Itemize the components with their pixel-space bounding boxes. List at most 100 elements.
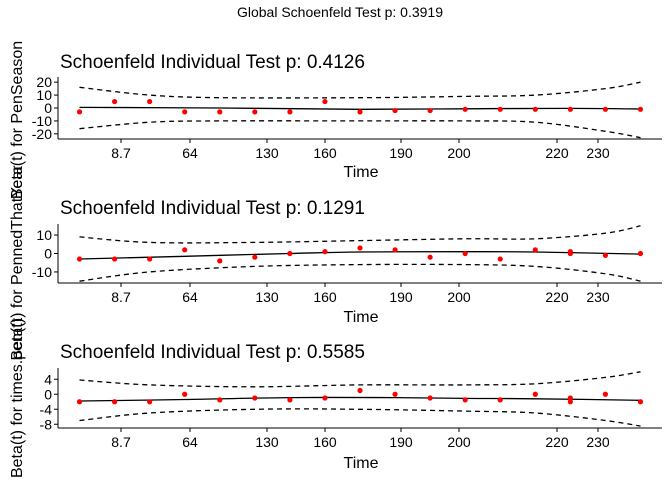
residual-point [567, 395, 573, 401]
y-tick-label: 0 [44, 246, 52, 262]
x-axis-label: Time [344, 164, 379, 181]
residual-point [532, 247, 538, 253]
y-tick-label: 0 [44, 100, 52, 116]
residual-point [427, 107, 433, 114]
residual-point [322, 98, 328, 105]
residual-point [602, 252, 609, 258]
upper-confidence-band [79, 371, 641, 388]
residual-point [637, 106, 644, 112]
residual-point [462, 250, 468, 257]
residual-point [287, 250, 293, 257]
x-tick-label: 64 [182, 145, 198, 161]
residual-point [111, 98, 118, 105]
x-tick-label: 160 [313, 289, 337, 305]
x-tick-label: 190 [389, 289, 413, 305]
residual-point [252, 395, 258, 401]
x-tick-label: 220 [545, 289, 569, 305]
x-tick-label: 8.7 [111, 145, 131, 161]
x-tick-label: 200 [447, 145, 471, 161]
residual-point [567, 250, 573, 257]
y-axis-label: Beta(t) for PennedThatYear [9, 165, 26, 361]
residual-point [217, 397, 223, 403]
residual-point [182, 247, 188, 253]
upper-confidence-band [79, 81, 641, 99]
panel-times-pen: Schoenfeld Individual Test p: 0.5585 Bet… [9, 318, 662, 478]
y-axis-label: Beta(t) for times.pen(t) [9, 318, 26, 478]
x-tick-label: 220 [545, 434, 569, 450]
residual-point [567, 399, 573, 405]
residual-point [357, 245, 363, 251]
residual-point [252, 254, 258, 260]
x-tick-label: 8.7 [111, 434, 131, 450]
residual-point [76, 109, 83, 115]
smoothed-fit-line [79, 106, 641, 110]
panel-pennedthatyear: Schoenfeld Individual Test p: 0.1291 Bet… [9, 165, 662, 361]
residual-point [392, 247, 398, 253]
x-tick-label: 230 [586, 145, 610, 161]
residual-point [462, 397, 468, 403]
x-tick-label: 220 [545, 145, 569, 161]
residual-point [497, 256, 503, 262]
residual-point [322, 249, 328, 255]
x-tick-label: 160 [313, 434, 337, 450]
x-tick-label: 130 [255, 289, 279, 305]
y-tick-label: 10 [36, 87, 52, 103]
lower-confidence-band [79, 263, 641, 282]
y-axis-label: Beta(t) for PenSeason [9, 41, 26, 199]
residual-point [147, 98, 153, 105]
x-tick-label: 64 [182, 289, 198, 305]
x-tick-label: 130 [255, 145, 279, 161]
panel-title: Schoenfeld Individual Test p: 0.4126 [60, 52, 365, 73]
x-tick-label: 130 [255, 434, 279, 450]
residual-point [357, 387, 363, 394]
residual-point [392, 107, 398, 114]
residual-point [602, 106, 609, 112]
panel-title: Schoenfeld Individual Test p: 0.1291 [60, 198, 365, 219]
y-tick-label: 10 [36, 227, 52, 243]
residual-point [76, 256, 83, 262]
residual-point [182, 391, 188, 397]
smoothed-fit-line [79, 396, 641, 402]
residual-point [602, 391, 609, 397]
x-tick-label: 200 [447, 434, 471, 450]
y-tick-label: -10 [32, 113, 52, 129]
y-tick-label: 20 [36, 74, 52, 90]
residual-point [532, 106, 538, 112]
residual-point [147, 256, 153, 262]
x-axis-label: Time [344, 455, 379, 472]
residual-point [427, 395, 433, 401]
residual-point [147, 399, 153, 405]
x-axis-label: Time [344, 309, 379, 326]
y-tick-label: 0 [44, 386, 52, 402]
residual-point [76, 399, 83, 405]
x-tick-label: 8.7 [111, 289, 131, 305]
residual-point [637, 399, 644, 405]
residual-point [217, 258, 223, 264]
global-title: Global Schoenfeld Test p: 0.3919 [237, 4, 443, 20]
lower-confidence-band [79, 120, 641, 139]
x-tick-label: 230 [586, 289, 610, 305]
residual-point [637, 250, 644, 257]
residual-point [182, 109, 188, 115]
residual-point [392, 391, 398, 397]
residual-point [287, 109, 293, 115]
x-tick-label: 200 [447, 289, 471, 305]
lower-confidence-band [79, 408, 641, 427]
y-tick-label: -20 [32, 126, 52, 142]
residual-point [252, 109, 258, 115]
y-tick-label: -10 [32, 264, 52, 280]
residual-point [427, 254, 433, 260]
residual-point [111, 399, 118, 405]
x-tick-label: 160 [313, 145, 337, 161]
x-tick-label: 190 [389, 434, 413, 450]
residual-point [322, 395, 328, 401]
panel-penseason: Schoenfeld Individual Test p: 0.4126 Bet… [9, 41, 662, 199]
residual-point [357, 109, 363, 115]
upper-confidence-band [79, 225, 641, 244]
x-tick-label: 190 [389, 145, 413, 161]
residual-point [217, 109, 223, 115]
panel-title: Schoenfeld Individual Test p: 0.5585 [60, 342, 365, 363]
residual-point [462, 106, 468, 112]
residual-point [567, 106, 573, 112]
